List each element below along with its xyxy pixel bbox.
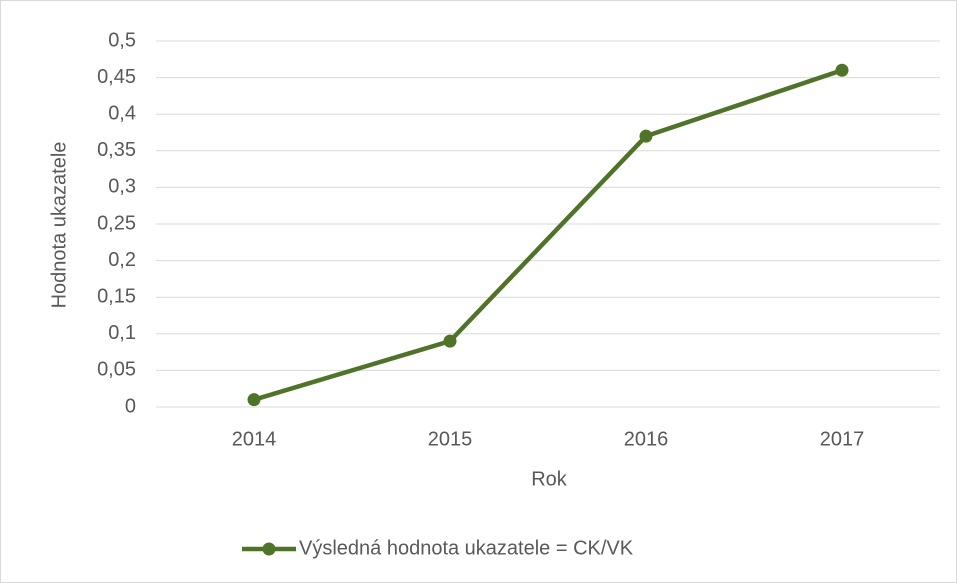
y-tick-label: 0,35: [97, 139, 136, 161]
data-point: [247, 393, 261, 407]
x-tick-label: 2015: [428, 428, 473, 450]
x-tick-label: 2017: [820, 428, 865, 450]
y-tick-label: 0,45: [97, 66, 136, 88]
y-tick-label: 0,5: [108, 29, 136, 51]
y-tick-label: 0,15: [97, 285, 136, 307]
y-tick-label: 0,3: [108, 176, 136, 198]
y-tick-label: 0,4: [108, 102, 136, 124]
y-tick-label: 0,25: [97, 212, 136, 234]
y-tick-label: 0: [125, 395, 136, 417]
x-tick-label: 2016: [624, 428, 669, 450]
legend-marker: [262, 542, 276, 556]
y-axis-label: Hodnota ukazatele: [48, 142, 70, 309]
y-tick-label: 0,05: [97, 359, 136, 381]
data-point: [639, 129, 653, 143]
x-tick-label: 2014: [232, 428, 277, 450]
data-point: [443, 334, 457, 348]
y-tick-label: 0,2: [108, 249, 136, 271]
data-line: [253, 68, 843, 402]
x-axis-label: Rok: [531, 468, 568, 490]
legend-label: Výsledná hodnota ukazatele = CK/VK: [299, 537, 634, 559]
y-tick-label: 0,1: [108, 322, 136, 344]
data-point: [835, 63, 849, 77]
